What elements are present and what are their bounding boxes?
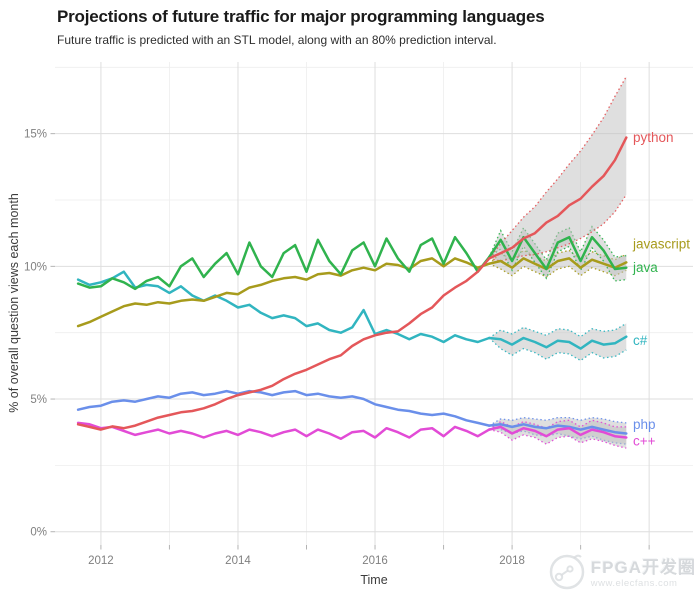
series-line-csharp — [76, 270, 491, 344]
ribbon-lower-edge-cpp — [489, 428, 627, 449]
chart-subtitle: Future traffic is predicted with an STL … — [57, 33, 497, 47]
series-label-javascript: javascript — [632, 236, 690, 251]
y-tick-label: 10% — [24, 261, 47, 273]
prediction-ribbon-javascript — [489, 250, 627, 277]
forecast-line-php — [487, 423, 628, 435]
series-label-java: java — [632, 260, 658, 275]
series-line-javascript — [76, 257, 491, 328]
forecast-line-cpp — [487, 425, 628, 439]
series-line-java — [76, 235, 491, 291]
series-label-php: php — [633, 417, 656, 432]
y-tick-label: 5% — [30, 394, 47, 406]
ribbon-lower-edge-python — [489, 194, 627, 262]
series-line-python — [76, 257, 491, 431]
forecast-line-csharp — [487, 335, 628, 350]
series-line-php — [76, 389, 491, 427]
series-label-csharp: c# — [633, 333, 648, 348]
x-tick-label: 2018 — [499, 555, 525, 567]
forecast-line-javascript — [487, 257, 628, 271]
series-label-cpp: c++ — [633, 433, 656, 448]
ribbon-lower-edge-java — [488, 245, 627, 282]
x-axis-title: Time — [360, 573, 388, 587]
ribbon-upper-edge-python — [488, 76, 627, 259]
y-tick-label: 0% — [30, 527, 47, 539]
y-tick-label: 15% — [24, 129, 47, 141]
ribbon-lower-edge-javascript — [488, 263, 627, 278]
forecast-line-python — [487, 136, 628, 260]
ribbon-lower-edge-csharp — [488, 337, 627, 362]
y-axis-title: % of overall question views each month — [7, 193, 21, 413]
ribbon-upper-edge-csharp — [488, 322, 627, 339]
series-label-python: python — [633, 130, 674, 145]
series-line-cpp — [76, 421, 491, 441]
prediction-ribbon-python — [489, 76, 627, 262]
x-tick-label: 2012 — [88, 555, 114, 567]
chart-title: Projections of future traffic for major … — [57, 7, 545, 26]
x-tick-label: 2014 — [225, 555, 251, 567]
ribbon-upper-edge-php — [488, 416, 627, 427]
forecast-line-java — [487, 235, 628, 271]
x-tick-label: 2016 — [362, 555, 388, 567]
